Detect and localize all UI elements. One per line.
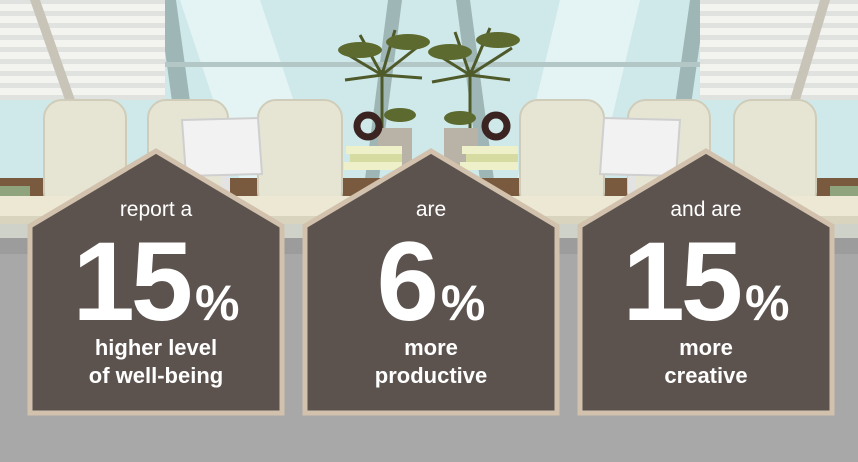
sculpture-icon (353, 111, 511, 141)
stat-number: 6 (376, 219, 439, 344)
stat-description: higher level of well-being (27, 334, 285, 390)
stat-number: 15 (72, 219, 193, 344)
stat-description-line-1: more (404, 335, 458, 360)
stat-description: more productive (302, 334, 560, 390)
stat-lead-text: report a (119, 198, 193, 221)
stat-percent-sign: % (745, 275, 790, 331)
stat-lead-text: are (415, 198, 447, 221)
house-shape (302, 148, 560, 416)
house-shape (577, 148, 835, 416)
stat-percent-sign: % (195, 275, 240, 331)
stat-description-line-2: of well-being (88, 363, 224, 388)
stat-value: 15 % (577, 214, 835, 344)
house-shape (27, 148, 285, 416)
stat-description-line-1: higher level (94, 335, 218, 360)
window-blinds-icon (0, 0, 165, 100)
book-stack-icon (344, 146, 518, 170)
stat-percent-sign: % (440, 275, 486, 331)
stat-description-line-2: productive (374, 363, 488, 388)
stat-lead-text: and are (670, 198, 742, 221)
stat-value: 15 % (27, 214, 285, 344)
window-blinds-icon (700, 0, 858, 100)
stat-value: 6 % (302, 214, 560, 344)
stat-number: 15 (622, 219, 743, 344)
stat-description-line-2: creative (664, 363, 748, 388)
stat-description: more creative (577, 334, 835, 390)
stat-card-wellbeing: report a 15 % higher level of well-being (27, 148, 285, 416)
stat-description-line-1: more (679, 335, 733, 360)
stat-card-productivity: are 6 % more productive (302, 148, 560, 416)
stat-card-creativity: and are 15 % more creative (577, 148, 835, 416)
